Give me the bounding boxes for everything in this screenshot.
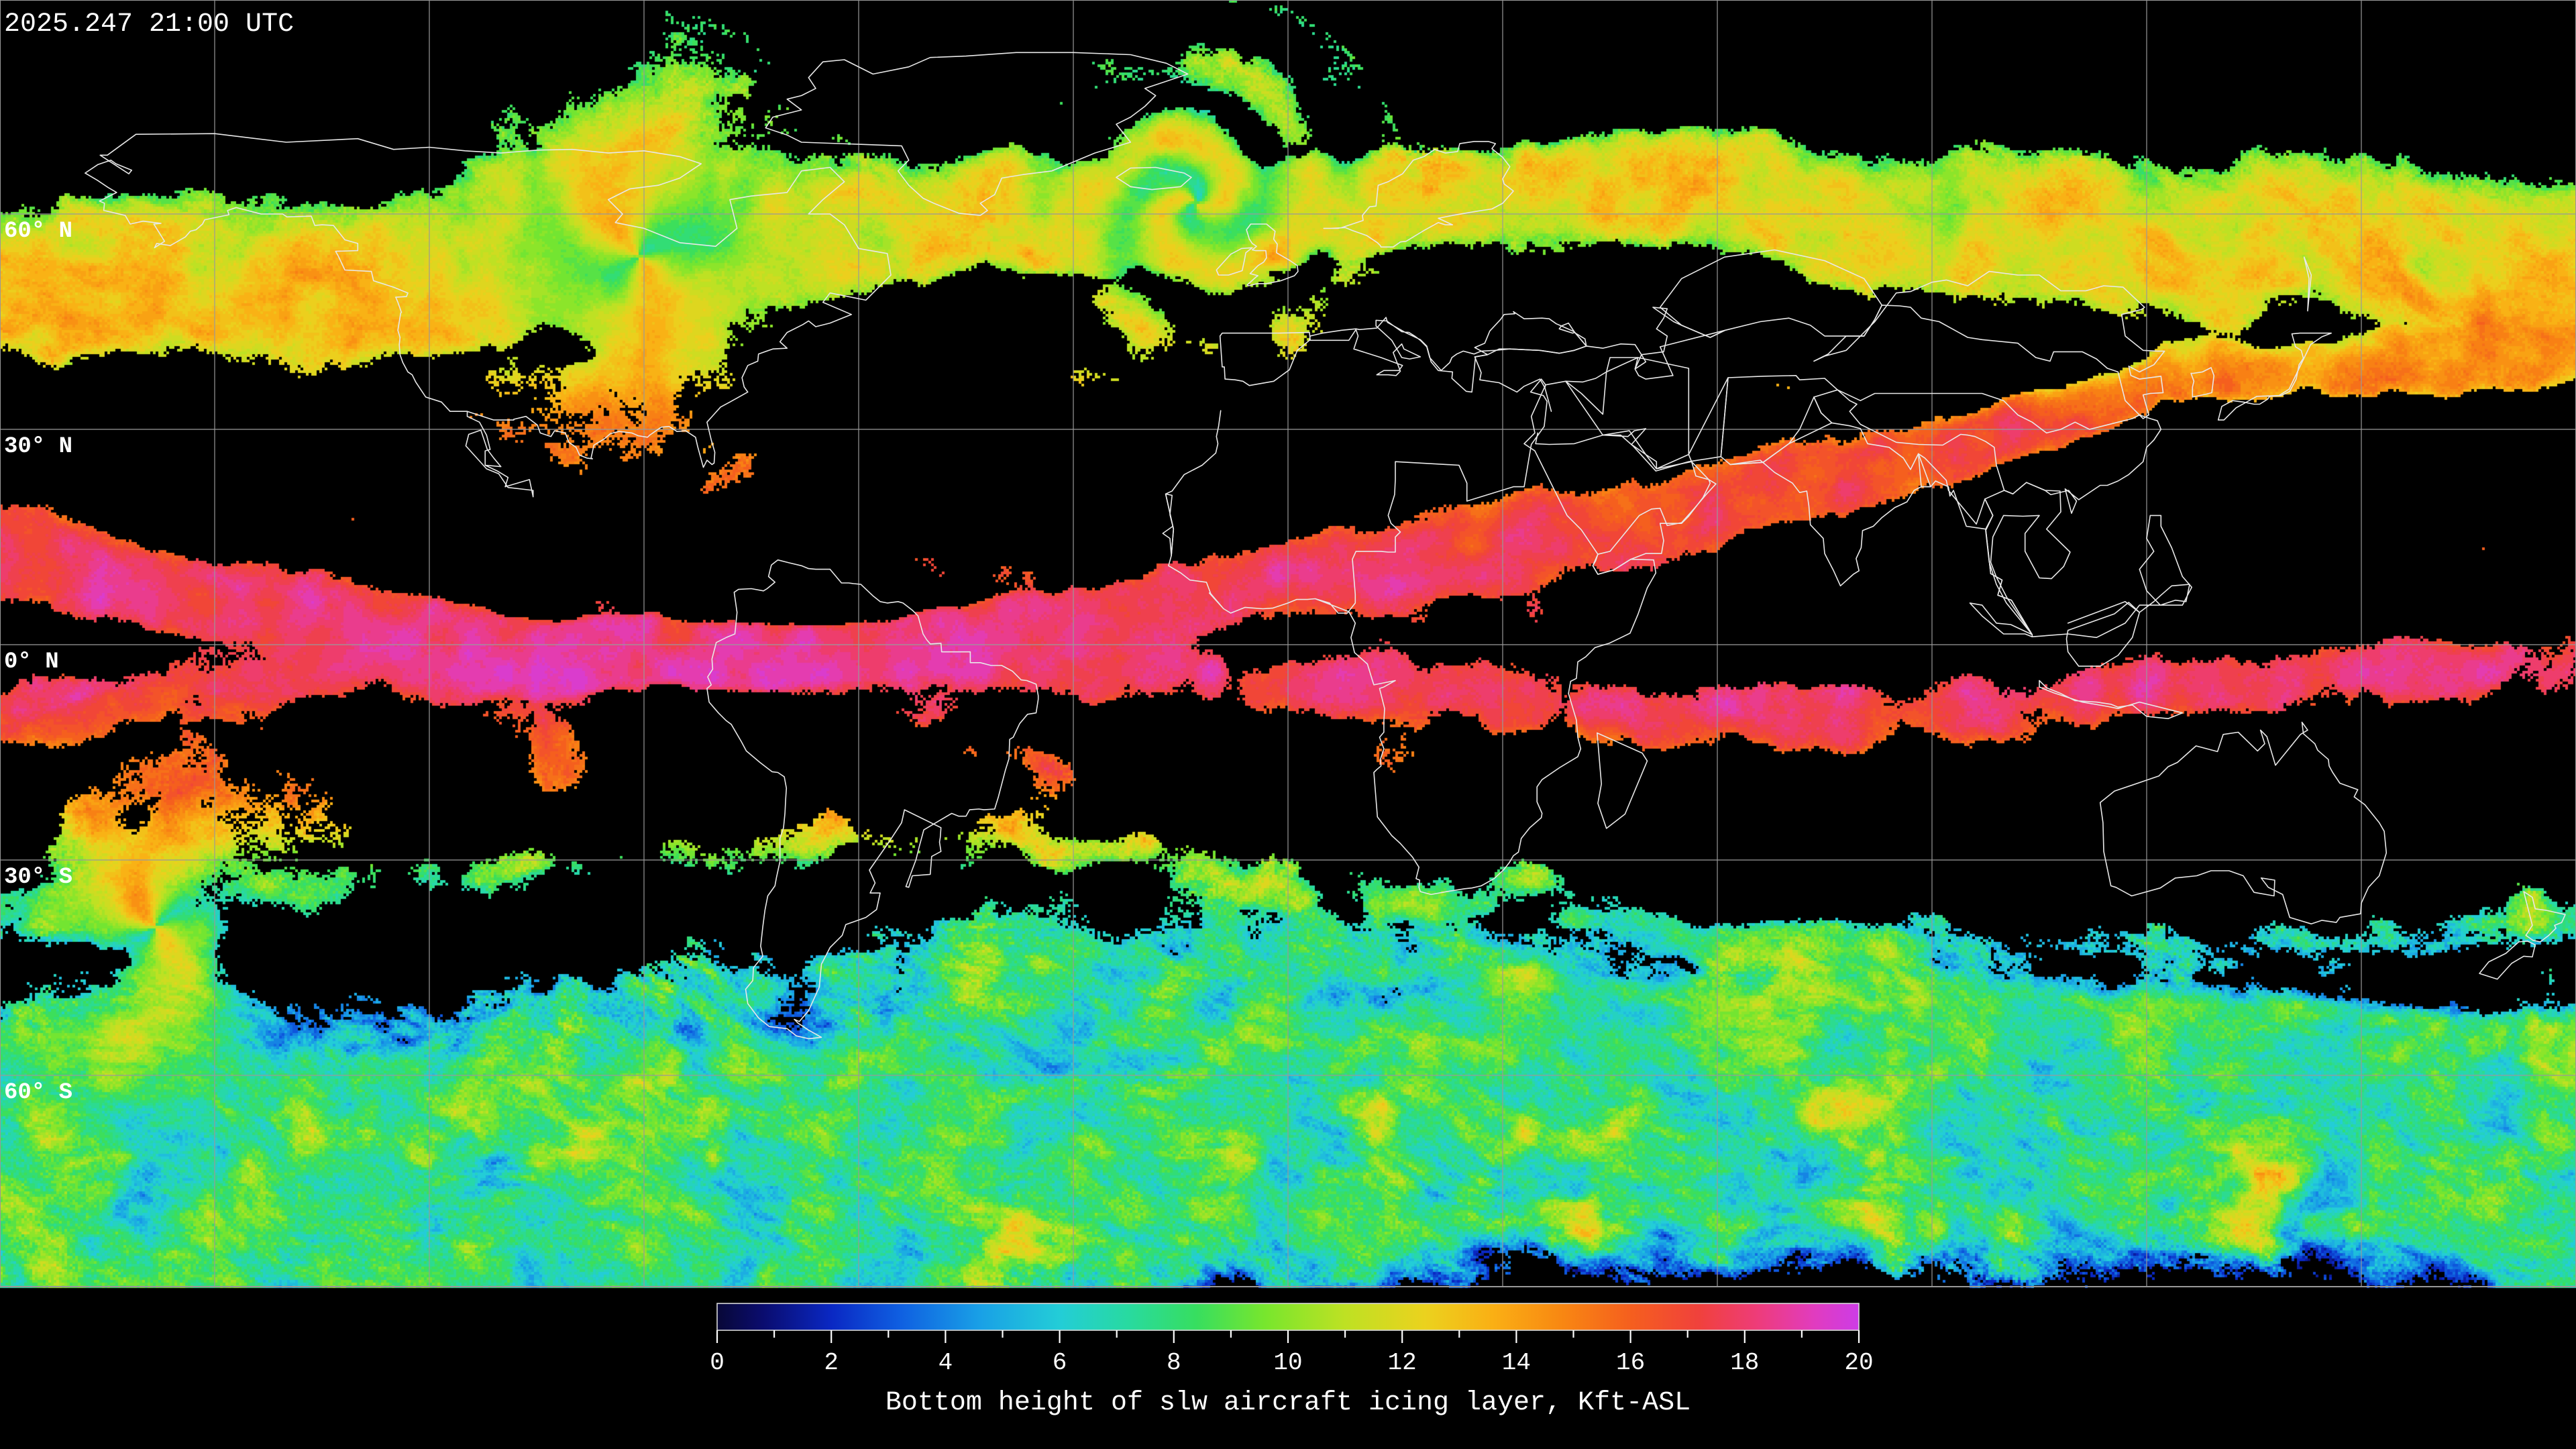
svg-text:30° S: 30° S [4, 865, 72, 890]
svg-text:Bottom height of slw aircraft: Bottom height of slw aircraft icing laye… [885, 1388, 1690, 1418]
svg-text:60° S: 60° S [4, 1080, 72, 1106]
svg-text:18: 18 [1730, 1349, 1759, 1377]
svg-text:20: 20 [1844, 1349, 1873, 1377]
svg-text:0: 0 [710, 1349, 724, 1377]
svg-text:4: 4 [938, 1349, 953, 1377]
svg-text:6: 6 [1053, 1349, 1067, 1377]
svg-text:60° N: 60° N [4, 219, 72, 244]
svg-text:2: 2 [824, 1349, 839, 1377]
svg-text:10: 10 [1273, 1349, 1302, 1377]
svg-text:8: 8 [1167, 1349, 1181, 1377]
svg-text:30° N: 30° N [4, 434, 72, 460]
svg-text:2025.247 21:00 UTC: 2025.247 21:00 UTC [4, 9, 294, 40]
svg-text:12: 12 [1388, 1349, 1417, 1377]
svg-text:16: 16 [1616, 1349, 1645, 1377]
svg-text:0° N: 0° N [4, 649, 59, 675]
svg-text:14: 14 [1502, 1349, 1531, 1377]
